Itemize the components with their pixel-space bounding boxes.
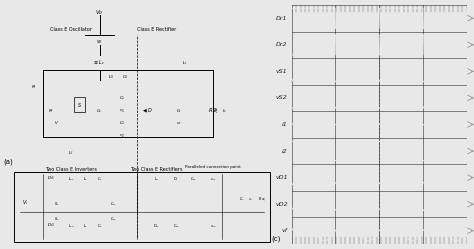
Text: $v_1$: $v_1$ (119, 108, 125, 115)
Text: $R \gtrless$: $R \gtrless$ (208, 106, 219, 115)
Text: $C_{s1}$: $C_{s1}$ (110, 200, 117, 208)
Text: $V$: $V$ (55, 120, 59, 126)
Text: $V_i$: $V_i$ (22, 198, 29, 207)
Text: $S_1$: $S_1$ (54, 200, 60, 208)
Text: (a): (a) (4, 159, 13, 165)
Text: $C_{b1}$: $C_{b1}$ (190, 176, 197, 183)
Text: $V_D$: $V_D$ (95, 8, 104, 17)
Text: $D_{r2}$: $D_{r2}$ (153, 223, 160, 230)
Text: Two Class E Rectifiers: Two Class E Rectifiers (130, 167, 182, 172)
Text: $S_D$: $S_D$ (96, 39, 103, 46)
Text: vS2: vS2 (276, 95, 288, 100)
Text: $C_s$: $C_s$ (96, 107, 103, 115)
Text: $v_2$: $v_2$ (119, 132, 125, 140)
Text: Dr1: Dr1 (276, 16, 288, 21)
Text: $\blacktriangleleft D$: $\blacktriangleleft D$ (142, 106, 154, 115)
Text: $R_{f}$: $R_{f}$ (48, 107, 55, 115)
Text: $C_{s2}$: $C_{s2}$ (110, 215, 117, 223)
Text: Dr2: Dr2 (276, 42, 288, 47)
Text: $D_{r1}$: $D_{r1}$ (47, 174, 55, 182)
Text: i2: i2 (282, 149, 288, 154)
Text: $R \gtrless$: $R \gtrless$ (258, 196, 265, 202)
Text: $v_r$: $v_r$ (248, 196, 253, 202)
Text: $I_s$: $I_s$ (222, 107, 227, 115)
Text: $v_r$: $v_r$ (176, 121, 182, 127)
Text: $D_1$: $D_1$ (173, 176, 179, 183)
Text: $L_0$: $L_0$ (108, 73, 114, 81)
Text: Class E Oscillator: Class E Oscillator (50, 27, 92, 32)
Text: vD1: vD1 (275, 175, 288, 180)
Text: Two Class E Inverters: Two Class E Inverters (45, 167, 97, 172)
Text: $D_{r2}$: $D_{r2}$ (47, 222, 55, 229)
Text: $C_1$: $C_1$ (97, 176, 102, 183)
Text: Class E Rectifier: Class E Rectifier (137, 27, 176, 32)
Text: $L_{C1}$: $L_{C1}$ (68, 176, 74, 183)
Text: Paralleled connection point: Paralleled connection point (185, 165, 241, 169)
Text: vD2: vD2 (275, 202, 288, 207)
Text: $R_{f}$: $R_{f}$ (31, 83, 37, 91)
Text: (c): (c) (272, 236, 281, 242)
Text: $L_f$: $L_f$ (68, 149, 74, 157)
Text: i1: i1 (282, 122, 288, 127)
Text: $C_1$: $C_1$ (239, 195, 245, 203)
Bar (74, 97, 85, 112)
Text: $C_r$: $C_r$ (176, 107, 182, 115)
Bar (14, 172, 270, 242)
Text: $L_2$: $L_2$ (82, 223, 88, 230)
Text: $C_{b2}$: $C_{b2}$ (173, 223, 180, 230)
Text: $S_2$: $S_2$ (54, 215, 60, 223)
Text: vf: vf (282, 228, 288, 233)
Text: $v_{r2}$: $v_{r2}$ (210, 223, 217, 230)
Text: $L_D$: $L_D$ (154, 176, 159, 183)
Text: $C_1$: $C_1$ (119, 95, 126, 102)
Text: $L_r$: $L_r$ (182, 60, 188, 67)
Text: $C_2$: $C_2$ (119, 120, 126, 127)
Text: $v_{r1}$: $v_{r1}$ (210, 176, 217, 183)
Text: $L_{C2}$: $L_{C2}$ (68, 223, 74, 230)
Text: $C_2$: $C_2$ (97, 223, 102, 230)
Text: $L_1$: $L_1$ (83, 176, 88, 183)
Text: vS1: vS1 (276, 69, 288, 74)
Text: $\equiv L_c$: $\equiv L_c$ (93, 58, 106, 67)
Text: $C_0$: $C_0$ (122, 73, 128, 81)
Text: $S$: $S$ (77, 101, 82, 109)
